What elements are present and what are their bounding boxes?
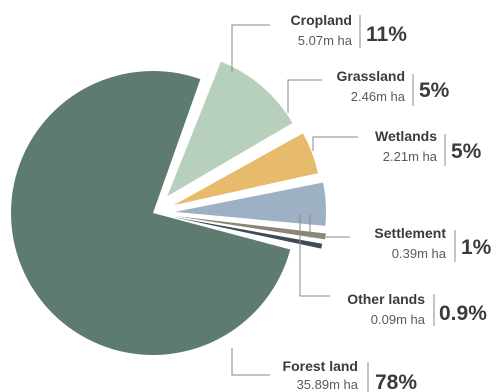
label-percent-wetlands: 5% <box>451 140 482 163</box>
leader-line-cropland <box>231 24 270 72</box>
label-area-grassland: 2.46m ha <box>351 89 406 104</box>
label-area-other-lands: 0.09m ha <box>371 312 426 327</box>
slice-grassland <box>173 133 319 206</box>
label-name-other-lands: Other lands <box>347 291 425 307</box>
label-percent-forest-land: 78% <box>375 371 417 392</box>
slice-forest-land <box>10 70 291 355</box>
label-name-grassland: Grassland <box>337 68 405 84</box>
label-name-settlement: Settlement <box>374 225 446 241</box>
slice-wetlands <box>174 182 326 226</box>
leader-line-settlement <box>309 214 350 238</box>
leader-line-wetlands <box>312 136 358 151</box>
label-percent-other-lands: 0.9% <box>439 302 487 325</box>
leader-line-other-lands <box>299 214 330 297</box>
slice-cropland <box>167 61 293 197</box>
label-area-forest-land: 35.89m ha <box>297 377 359 392</box>
leader-line-grassland <box>287 79 322 113</box>
label-percent-settlement: 1% <box>461 236 492 259</box>
label-percent-cropland: 11% <box>366 23 407 46</box>
label-area-wetlands: 2.21m ha <box>383 149 438 164</box>
label-area-settlement: 0.39m ha <box>392 246 447 261</box>
slice-settlement <box>174 215 326 240</box>
label-name-forest-land: Forest land <box>283 358 358 374</box>
label-percent-grassland: 5% <box>419 79 450 102</box>
label-area-cropland: 5.07m ha <box>298 33 353 48</box>
label-name-wetlands: Wetlands <box>375 128 437 144</box>
leader-line-forest-land <box>231 348 270 376</box>
label-name-cropland: Cropland <box>291 12 352 28</box>
slice-other-lands <box>172 216 323 249</box>
